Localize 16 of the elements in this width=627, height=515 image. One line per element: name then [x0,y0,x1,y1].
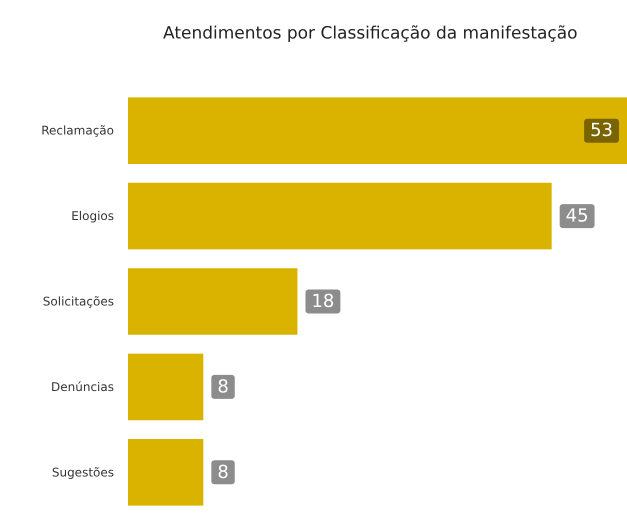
y-tick-label: Elogios [71,209,114,224]
y-tick-label: Denúncias [51,380,114,394]
y-tick-label: Solicitações [42,294,114,308]
y-tick-label: Sugestões [52,465,114,480]
data-label: 53 [590,120,613,142]
bar [128,268,298,335]
chart-title: Atendimentos por Classificação da manifestação [163,24,578,44]
bar [128,354,204,420]
bar [128,182,552,250]
data-label: 45 [566,206,589,227]
data-label: 8 [217,462,229,483]
bar [128,97,627,164]
data-label: 8 [217,376,229,398]
data-label: 18 [311,291,334,312]
y-tick-label: Reclamação [41,124,114,138]
bar [128,438,204,506]
